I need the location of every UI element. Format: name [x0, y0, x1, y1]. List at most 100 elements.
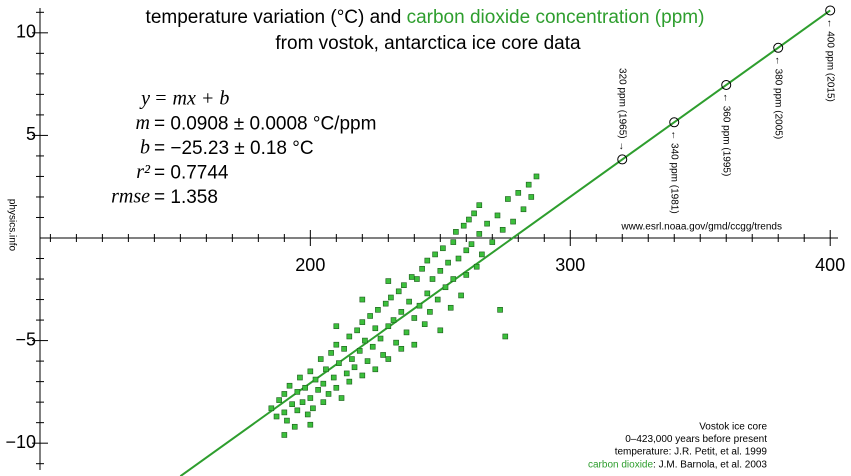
point	[372, 366, 379, 373]
point	[528, 194, 535, 200]
point	[466, 216, 472, 223]
point	[307, 395, 314, 401]
point	[338, 395, 345, 401]
point	[312, 376, 319, 383]
point	[416, 302, 423, 309]
point	[284, 417, 290, 424]
point	[328, 350, 334, 356]
title-part: carbon dioxide concentration (ppm)	[407, 7, 705, 28]
point	[330, 374, 337, 381]
point	[437, 268, 444, 274]
source-line: Vostok ice core	[699, 422, 767, 433]
point	[320, 380, 327, 387]
point	[479, 251, 485, 258]
fit-lhs: m	[136, 112, 150, 134]
point	[346, 378, 353, 385]
point	[414, 276, 420, 282]
point	[307, 421, 314, 428]
marker-label: ← 400 ppm (2015)	[825, 18, 836, 101]
point	[304, 411, 311, 418]
point	[385, 323, 392, 330]
point	[432, 251, 438, 258]
point	[359, 296, 366, 303]
point	[294, 407, 301, 414]
source-line: 0–423,000 years before present	[625, 434, 767, 445]
point	[307, 368, 314, 375]
point	[320, 399, 327, 405]
point	[382, 300, 389, 307]
source-line: temperature: J.R. Petit, et al. 1999	[615, 447, 768, 458]
point	[297, 374, 303, 381]
x-tick-label: 300	[555, 255, 585, 275]
point	[463, 247, 470, 254]
point	[510, 218, 516, 225]
marker	[617, 154, 628, 165]
point	[291, 423, 298, 430]
point	[440, 245, 446, 252]
point	[406, 298, 412, 305]
point	[505, 196, 511, 202]
point	[476, 202, 483, 208]
point	[380, 352, 386, 358]
point	[281, 409, 288, 416]
marker-label: 320 ppm (1965) →	[617, 68, 628, 151]
subtitle: from vostok, antarctica ice core data	[275, 33, 581, 54]
point	[333, 341, 340, 348]
point	[388, 294, 394, 301]
y-tick-label: 10	[16, 22, 36, 42]
point	[419, 265, 425, 272]
point	[385, 278, 392, 284]
point	[362, 337, 368, 344]
point	[533, 173, 540, 180]
marker-label: ← 340 ppm (1981)	[669, 130, 680, 213]
point	[336, 360, 342, 366]
point	[369, 343, 376, 350]
point	[310, 405, 316, 412]
point	[411, 341, 418, 348]
fit-rhs: = mx + b	[154, 88, 229, 110]
point	[359, 372, 366, 379]
point	[375, 307, 381, 313]
point	[447, 304, 454, 311]
point	[281, 391, 288, 397]
point	[515, 190, 522, 196]
point	[364, 358, 371, 364]
point	[450, 239, 457, 245]
point	[393, 339, 399, 346]
url: www.esrl.noaa.gov/gmd/ccgg/trends	[620, 222, 782, 233]
point	[351, 364, 358, 371]
point	[281, 432, 288, 438]
point	[484, 220, 490, 227]
watermark: physics.info	[6, 199, 17, 252]
point	[450, 276, 457, 282]
point	[398, 309, 405, 315]
point	[372, 325, 379, 332]
point	[476, 231, 483, 237]
point	[343, 370, 350, 377]
point	[346, 333, 353, 340]
point	[341, 345, 347, 352]
point	[354, 327, 360, 334]
point	[276, 397, 282, 403]
point	[323, 366, 329, 373]
y-tick-label: −10	[5, 432, 36, 452]
point	[359, 319, 366, 325]
marker	[669, 117, 680, 128]
point	[497, 307, 503, 313]
point	[299, 399, 306, 405]
marker-label: ← 360 ppm (1995)	[721, 93, 732, 176]
point	[525, 181, 532, 188]
point	[455, 255, 462, 262]
point	[377, 335, 384, 342]
point	[408, 274, 415, 280]
fit-rhs: = 0.7744	[154, 163, 229, 184]
point	[427, 309, 433, 315]
point	[494, 212, 501, 219]
point	[453, 229, 459, 235]
marker	[773, 42, 784, 53]
point	[489, 239, 496, 245]
point	[325, 391, 332, 397]
fit-rhs: = −25.23 ± 0.18 °C	[154, 138, 314, 159]
fit-rhs: = 1.358	[154, 187, 218, 208]
